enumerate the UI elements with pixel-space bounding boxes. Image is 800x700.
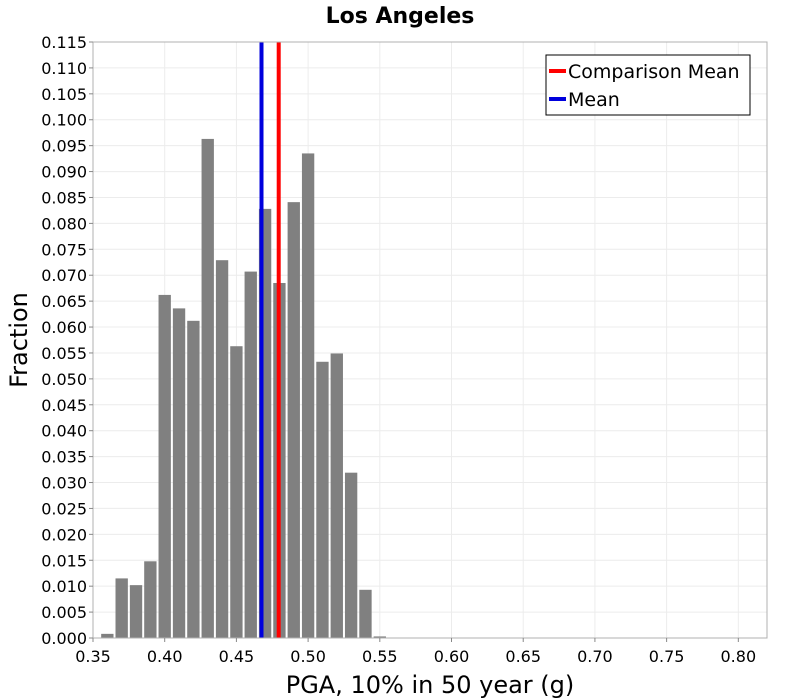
histogram-bar xyxy=(101,633,114,638)
y-tick-label: 0.055 xyxy=(41,344,87,363)
x-tick-label: 0.75 xyxy=(649,647,685,666)
histogram-bar xyxy=(172,308,186,638)
histogram-bar xyxy=(330,353,343,638)
y-tick-label: 0.005 xyxy=(41,603,87,622)
y-tick-label: 0.075 xyxy=(41,240,87,259)
legend-label: Comparison Mean xyxy=(568,61,740,83)
y-tick-label: 0.015 xyxy=(41,551,87,570)
y-tick-label: 0.000 xyxy=(41,629,87,648)
y-tick-label: 0.100 xyxy=(41,111,87,130)
y-tick-label: 0.035 xyxy=(41,448,87,467)
y-axis-label: Fraction xyxy=(5,292,33,388)
y-tick-label: 0.050 xyxy=(41,370,87,389)
chart-title: Los Angeles xyxy=(326,4,475,29)
x-axis-label: PGA, 10% in 50 year (g) xyxy=(286,671,575,699)
x-tick-label: 0.40 xyxy=(147,647,183,666)
y-tick-label: 0.010 xyxy=(41,577,87,596)
histogram-bar xyxy=(115,578,128,638)
bars xyxy=(101,138,386,638)
histogram-bar xyxy=(129,585,143,638)
y-tick-label: 0.115 xyxy=(41,33,87,52)
x-axis-ticks: 0.35 0.40 0.45 0.50 0.55 0.60 0.65 0.70 0.75 0.80 xyxy=(75,638,756,666)
y-tick-label: 0.040 xyxy=(41,422,87,441)
y-tick-label: 0.020 xyxy=(41,525,87,544)
y-tick-label: 0.080 xyxy=(41,214,87,233)
y-tick-label: 0.105 xyxy=(41,85,87,104)
histogram-bar xyxy=(201,138,214,638)
histogram-bar xyxy=(187,320,200,638)
x-tick-label: 0.70 xyxy=(577,647,613,666)
legend: Comparison Mean Mean xyxy=(545,54,751,116)
x-tick-label: 0.80 xyxy=(721,647,757,666)
histogram-bar xyxy=(287,202,300,638)
y-tick-label: 0.070 xyxy=(41,266,87,285)
legend-label: Mean xyxy=(568,89,620,111)
x-tick-label: 0.45 xyxy=(219,647,255,666)
y-tick-label: 0.090 xyxy=(41,163,87,182)
x-tick-label: 0.65 xyxy=(505,647,541,666)
histogram-bar xyxy=(359,589,372,638)
histogram-bar xyxy=(301,153,315,638)
x-tick-label: 0.55 xyxy=(362,647,398,666)
y-tick-label: 0.095 xyxy=(41,137,87,156)
x-tick-label: 0.50 xyxy=(290,647,326,666)
y-tick-label: 0.060 xyxy=(41,318,87,337)
histogram-bar xyxy=(158,294,171,638)
histogram-bar xyxy=(316,361,329,638)
histogram-bar xyxy=(230,346,243,638)
histogram-bar xyxy=(344,472,358,638)
y-axis-ticks: 0.000 0.005 0.010 0.015 0.020 0.025 0.030 0.035… xyxy=(41,33,93,648)
y-tick-label: 0.030 xyxy=(41,474,87,493)
y-tick-label: 0.025 xyxy=(41,499,87,518)
y-tick-label: 0.110 xyxy=(41,59,87,78)
plot-frame xyxy=(92,41,768,639)
x-tick-label: 0.60 xyxy=(434,647,470,666)
x-tick-label: 0.35 xyxy=(75,647,111,666)
histogram-bar xyxy=(215,260,229,638)
legend-box xyxy=(545,54,751,116)
histogram-bar xyxy=(373,636,386,638)
histogram-bar xyxy=(144,561,157,638)
y-tick-label: 0.045 xyxy=(41,396,87,415)
y-tick-label: 0.085 xyxy=(41,188,87,207)
y-tick-label: 0.065 xyxy=(41,292,87,311)
histogram-bar xyxy=(244,271,257,638)
mean-lines xyxy=(259,42,281,638)
